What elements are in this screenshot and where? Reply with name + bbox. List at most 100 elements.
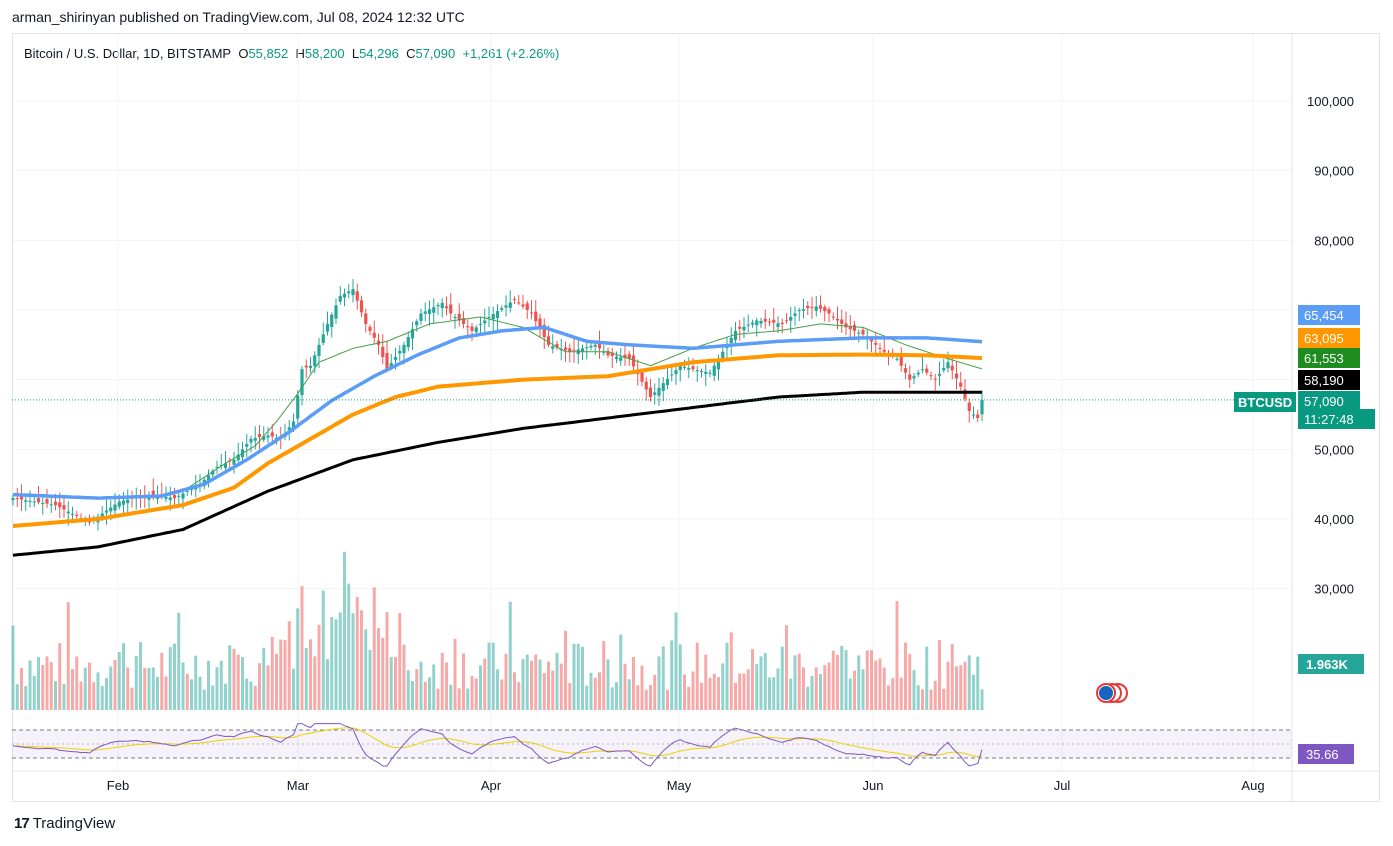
volume-bar (746, 669, 750, 710)
candle-body (398, 350, 402, 354)
volume-bar (559, 663, 563, 710)
volume-bar (742, 673, 746, 710)
candle-body (432, 307, 436, 313)
volume-bar (496, 669, 499, 710)
volume-bar (453, 638, 457, 710)
volume-bar (551, 670, 555, 710)
volume-bar (797, 653, 801, 710)
countdown-label: 11:27:48 (1304, 412, 1354, 427)
volume-bar (636, 685, 640, 710)
volume-bar (402, 644, 406, 710)
volume-bar (198, 676, 202, 710)
candle-body (58, 502, 62, 508)
candle-body (423, 311, 427, 314)
volume-bar (122, 643, 125, 710)
volume-bar (598, 672, 601, 710)
candle-body (236, 454, 240, 461)
volume-bar (653, 674, 657, 710)
candle-body (606, 350, 610, 356)
candle-body (848, 326, 852, 330)
volume-bar (313, 656, 317, 710)
volume-bar (627, 679, 631, 710)
candle-body (631, 355, 636, 367)
candle-body (168, 497, 172, 501)
candle-body (215, 466, 219, 468)
volume-bar (219, 660, 223, 710)
volume-bar (695, 642, 699, 710)
volume-bar (173, 643, 176, 710)
candle-body (338, 296, 342, 302)
volume-bar (734, 682, 737, 710)
volume-bar (368, 649, 372, 710)
volume-bar (891, 678, 895, 710)
volume-bar (581, 646, 584, 710)
candle-body (19, 496, 24, 500)
volume-bar (925, 646, 929, 710)
candle-body (500, 308, 504, 310)
ma-black-label: 58,190 (1304, 373, 1344, 388)
volume-bar (521, 659, 525, 710)
volume-bar (389, 657, 393, 710)
volume-bar (955, 666, 958, 710)
volume-bar (75, 656, 79, 710)
volume-bar (576, 643, 580, 710)
high-value: 58,200 (304, 46, 345, 61)
candle-body (28, 500, 32, 502)
candle-body (767, 321, 772, 323)
candle-body (66, 511, 70, 514)
countdown-bg (1298, 409, 1375, 429)
candle-body (806, 305, 810, 309)
volume-bar (589, 672, 593, 710)
volume-bar (491, 642, 495, 710)
candle-body (385, 353, 389, 370)
volume-bar (593, 677, 597, 710)
candle-body (466, 326, 470, 328)
volume-bar (15, 684, 19, 710)
candle-body (823, 307, 827, 312)
candle-body (946, 362, 950, 369)
volume-bar (942, 688, 946, 710)
candle-body (857, 332, 861, 334)
candle-body (733, 330, 738, 340)
volume-bar (840, 645, 844, 710)
volume-bar (921, 689, 924, 710)
volume-bar (474, 678, 478, 710)
volume-bar (54, 681, 57, 710)
candle-body (742, 326, 746, 331)
candle-body (262, 436, 266, 440)
candle-body (457, 313, 461, 321)
candle-body (589, 345, 593, 348)
candle-body (402, 344, 406, 354)
candle-body (172, 494, 177, 499)
volume-bar (487, 642, 491, 710)
candle-body (912, 376, 916, 379)
volume-bar (870, 650, 873, 710)
tradingview-brand[interactable]: TradingView (32, 815, 116, 832)
volume-bar (542, 673, 546, 710)
volume-bar (66, 602, 70, 710)
candle-body (682, 366, 687, 368)
symbol-description[interactable]: Bitcoin / U.S. Dollar, 1D, BITSTAMP (24, 46, 232, 61)
candle-body (126, 499, 130, 504)
candle-body (644, 381, 648, 390)
volume-bar (190, 679, 193, 710)
candle-body (674, 370, 678, 375)
volume-bar (572, 643, 576, 710)
volume-bar (470, 676, 474, 710)
candle-body (580, 348, 585, 352)
ma-orange-label-bg (1298, 328, 1360, 348)
volume-bar (177, 612, 181, 710)
volume-bar (275, 653, 278, 710)
volume-bar (92, 682, 96, 710)
volume-bar (555, 652, 559, 710)
candle-body (109, 507, 113, 512)
candle-body (597, 342, 602, 349)
symbol-tag: BTCUSD (1238, 395, 1292, 410)
candle-body (440, 303, 444, 309)
volume-bar (793, 655, 797, 710)
volume-bar (908, 653, 912, 710)
volume-bar (326, 659, 329, 710)
candle-body (287, 427, 291, 431)
volume-bar (181, 662, 185, 710)
